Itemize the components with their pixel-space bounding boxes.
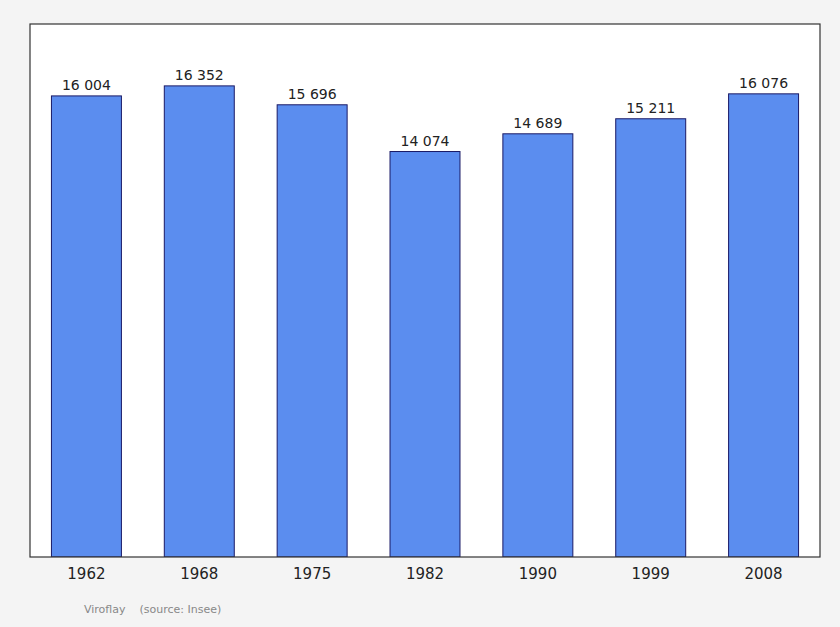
bar (51, 96, 121, 557)
x-tick-label: 2008 (744, 565, 782, 583)
x-tick-label: 1982 (406, 565, 444, 583)
data-label: 15 696 (288, 86, 337, 102)
chart-container: 16 004 16 352 15 696 14 074 14 689 15 211 16 0… (0, 0, 840, 627)
x-tick-label: 1975 (293, 565, 331, 583)
data-label: 16 004 (62, 77, 111, 93)
bar (390, 152, 460, 557)
x-tick-label: 1999 (632, 565, 670, 583)
bar (729, 94, 799, 557)
x-tick-label: 1962 (67, 565, 105, 583)
bars (51, 86, 798, 557)
plot-background (30, 24, 820, 557)
data-labels: 16 004 16 352 15 696 14 074 14 689 15 211 16 0… (62, 67, 788, 149)
x-tick-label: 1968 (180, 565, 218, 583)
bar (616, 119, 686, 557)
bar (164, 86, 234, 557)
data-label: 14 074 (401, 133, 450, 149)
data-label: 15 211 (626, 100, 675, 116)
data-label: 16 352 (175, 67, 224, 83)
data-label: 14 689 (513, 115, 562, 131)
bar (503, 134, 573, 557)
data-label: 16 076 (739, 75, 788, 91)
x-axis: 1962 1968 1975 1982 1990 1999 2008 (67, 565, 782, 583)
bar (277, 105, 347, 557)
x-tick-label: 1990 (519, 565, 557, 583)
plot-frame (30, 24, 820, 557)
source-note: Viroflay (source: Insee) (84, 603, 221, 616)
chart: 16 004 16 352 15 696 14 074 14 689 15 211 16 0… (0, 0, 840, 627)
